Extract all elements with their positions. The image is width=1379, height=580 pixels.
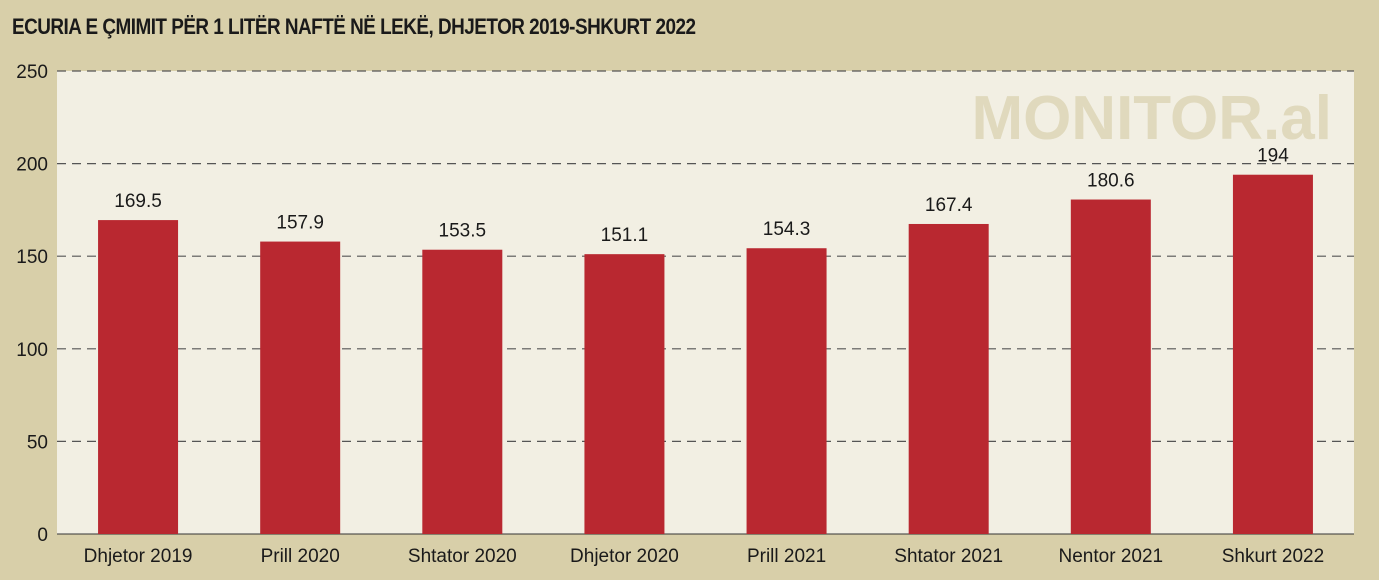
bar bbox=[98, 220, 179, 534]
bar bbox=[260, 241, 341, 534]
y-tick-label: 100 bbox=[16, 340, 48, 361]
x-tick-label: Dhjetor 2019 bbox=[84, 546, 193, 567]
bar bbox=[908, 223, 989, 534]
bar bbox=[1070, 199, 1151, 534]
bars bbox=[98, 174, 1313, 535]
y-tick-label: 150 bbox=[16, 247, 48, 268]
x-axis-labels: Dhjetor 2019 Prill 2020 Shtator 2020 Dhjeto… bbox=[84, 546, 1325, 567]
data-label: 180.6 bbox=[1087, 171, 1135, 192]
x-tick-label: Nentor 2021 bbox=[1059, 546, 1164, 567]
bar bbox=[422, 249, 503, 534]
bar bbox=[1232, 174, 1313, 534]
bar bbox=[746, 248, 827, 535]
data-label: 169.5 bbox=[114, 191, 162, 212]
data-label: 167.4 bbox=[925, 195, 973, 216]
data-label: 153.5 bbox=[439, 221, 487, 242]
data-label: 194 bbox=[1257, 146, 1289, 167]
x-tick-label: Shtator 2020 bbox=[408, 546, 517, 567]
x-tick-label: Prill 2021 bbox=[747, 546, 826, 567]
x-tick-label: Dhjetor 2020 bbox=[570, 546, 679, 567]
value-labels: 169.5 157.9 153.5 151.1 154.3 167.4 180.6 194 bbox=[114, 146, 1289, 246]
watermark: MONITOR.al bbox=[971, 84, 1332, 153]
x-tick-label: Shkurt 2022 bbox=[1222, 546, 1324, 567]
y-tick-label: 50 bbox=[27, 432, 48, 453]
data-label: 151.1 bbox=[601, 225, 649, 246]
chart-title: ECURIA E ÇMIMIT PËR 1 LITËR NAFTË NË LEK… bbox=[12, 14, 696, 39]
data-label: 157.9 bbox=[276, 213, 324, 234]
y-tick-label: 0 bbox=[37, 525, 48, 546]
bar bbox=[584, 254, 665, 535]
data-label: 154.3 bbox=[763, 219, 811, 240]
x-tick-label: Prill 2020 bbox=[261, 546, 340, 567]
x-tick-label: Shtator 2021 bbox=[894, 546, 1003, 567]
y-tick-label: 200 bbox=[16, 155, 48, 176]
y-axis-ticks: 0 50 100 150 200 250 bbox=[16, 62, 48, 546]
y-tick-label: 250 bbox=[16, 62, 48, 83]
